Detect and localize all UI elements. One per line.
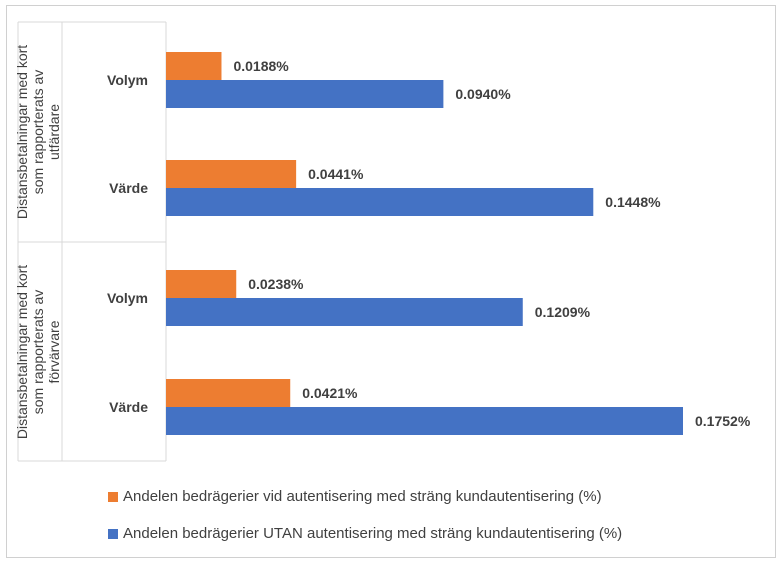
group-label-1-line-1: Distansbetalningar med kort xyxy=(14,45,30,219)
category-label-1: Volym xyxy=(107,72,148,88)
bar-s1-4 xyxy=(166,379,291,407)
data-label-s1-3: 0.0238% xyxy=(248,276,304,292)
bar-s2-4 xyxy=(166,407,683,435)
legend-swatch-2 xyxy=(108,528,118,539)
legend-item-2: Andelen bedrägerier UTAN autentisering m… xyxy=(108,525,622,542)
category-label-2: Värde xyxy=(109,180,148,196)
group-label-2-line-2: som rapporterats av xyxy=(30,290,46,415)
data-label-s2-4: 0.1752% xyxy=(695,413,751,429)
legend-swatch-1 xyxy=(108,491,118,502)
group-label-2-line-1: Distansbetalningar med kort xyxy=(14,265,30,439)
group-label-1: Distansbetalningar med kortsom rapporter… xyxy=(14,45,62,219)
group-label-1-line-3: utfärdare xyxy=(46,104,62,160)
legend-label-1: Andelen bedrägerier vid autentisering me… xyxy=(123,488,602,505)
category-label-4: Värde xyxy=(109,399,148,415)
category-label-3: Volym xyxy=(107,290,148,306)
data-label-s2-2: 0.1448% xyxy=(605,194,661,210)
data-label-s1-2: 0.0441% xyxy=(308,166,364,182)
group-label-2-line-3: förvärvare xyxy=(46,320,62,383)
legend-item-1: Andelen bedrägerier vid autentisering me… xyxy=(108,488,602,505)
group-label-1-line-2: som rapporterats av xyxy=(30,70,46,195)
data-label-s1-4: 0.0421% xyxy=(302,385,358,401)
data-label-s1-1: 0.0188% xyxy=(233,58,289,74)
bar-s1-1 xyxy=(166,52,222,80)
bar-s2-3 xyxy=(166,298,523,326)
data-label-s2-3: 0.1209% xyxy=(535,304,591,320)
group-label-2: Distansbetalningar med kortsom rapporter… xyxy=(14,265,62,439)
chart-frame xyxy=(6,5,776,558)
data-label-s2-1: 0.0940% xyxy=(455,86,511,102)
bar-s2-1 xyxy=(166,80,444,108)
legend-label-2: Andelen bedrägerier UTAN autentisering m… xyxy=(123,525,623,542)
bar-s1-2 xyxy=(166,160,297,188)
bar-s2-2 xyxy=(166,188,594,216)
bar-s1-3 xyxy=(166,270,237,298)
